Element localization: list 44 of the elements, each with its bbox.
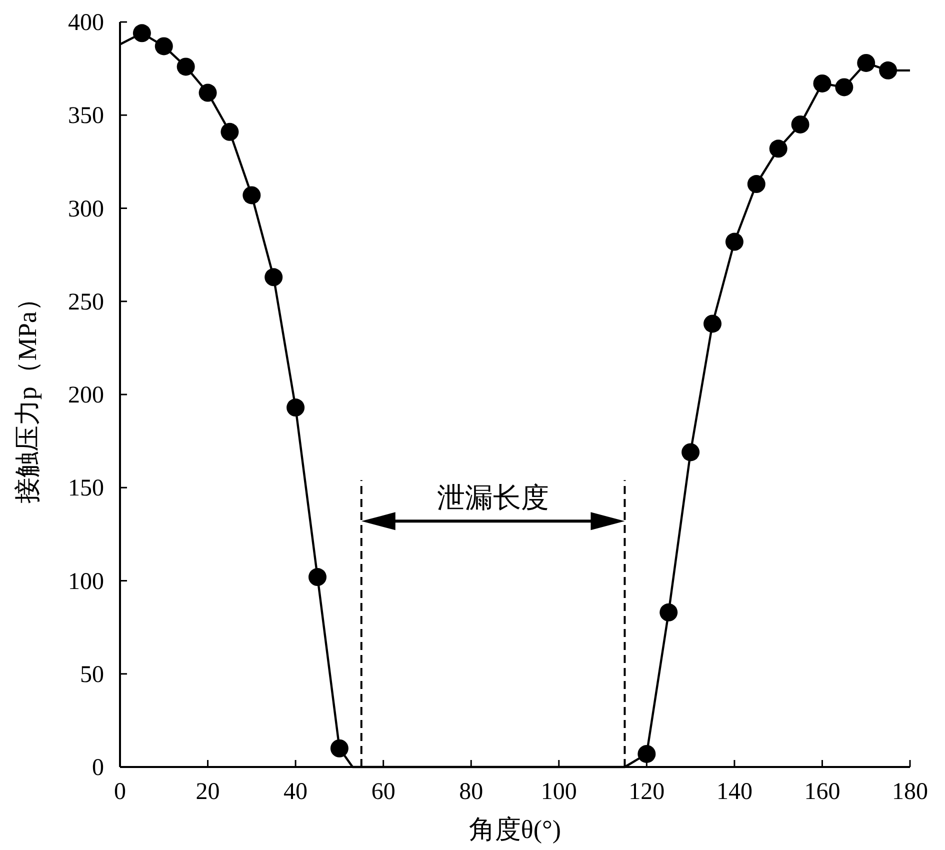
y-tick-label: 0 bbox=[92, 755, 104, 781]
y-axis-title: 接触压力p（MPa） bbox=[13, 285, 42, 504]
point bbox=[813, 74, 832, 92]
point bbox=[242, 186, 261, 204]
point bbox=[638, 744, 656, 763]
point bbox=[154, 37, 173, 56]
x-tick-label: 0 bbox=[114, 779, 126, 805]
point bbox=[176, 58, 195, 76]
y-tick-label: 200 bbox=[68, 382, 104, 408]
point bbox=[879, 61, 898, 80]
y-tick-label: 250 bbox=[68, 289, 104, 316]
x-tick-label: 180 bbox=[892, 779, 928, 805]
point bbox=[660, 603, 678, 622]
point bbox=[704, 314, 722, 333]
point bbox=[682, 443, 700, 462]
annotation: 泄漏长度 bbox=[437, 483, 550, 514]
x-tick-label: 140 bbox=[716, 779, 752, 805]
x-tick-label: 100 bbox=[540, 779, 577, 805]
x-tick-label: 160 bbox=[804, 779, 840, 805]
y-tick-label: 50 bbox=[80, 662, 104, 688]
point bbox=[725, 232, 744, 251]
y-tick-label: 300 bbox=[68, 196, 104, 222]
x-tick-label: 40 bbox=[284, 779, 308, 805]
point bbox=[330, 739, 348, 758]
point bbox=[769, 140, 788, 158]
x-tick-label: 120 bbox=[628, 779, 665, 805]
point bbox=[220, 122, 239, 141]
point bbox=[791, 115, 810, 134]
point bbox=[286, 398, 305, 417]
point bbox=[835, 78, 854, 96]
x-tick-label: 80 bbox=[459, 779, 484, 805]
y-tick-label: 350 bbox=[68, 103, 104, 130]
point bbox=[747, 175, 766, 194]
y-tick-label: 400 bbox=[68, 10, 104, 36]
point bbox=[132, 24, 151, 42]
y-tick-label: 100 bbox=[68, 568, 104, 595]
point bbox=[198, 84, 217, 102]
point bbox=[308, 568, 326, 586]
x-tick-label: 20 bbox=[196, 779, 220, 805]
point bbox=[264, 268, 283, 286]
x-axis-title: 角度θ(°) bbox=[468, 815, 562, 844]
y-tick-label: 150 bbox=[68, 476, 104, 502]
x-tick-label: 60 bbox=[371, 779, 396, 805]
point bbox=[857, 54, 876, 72]
